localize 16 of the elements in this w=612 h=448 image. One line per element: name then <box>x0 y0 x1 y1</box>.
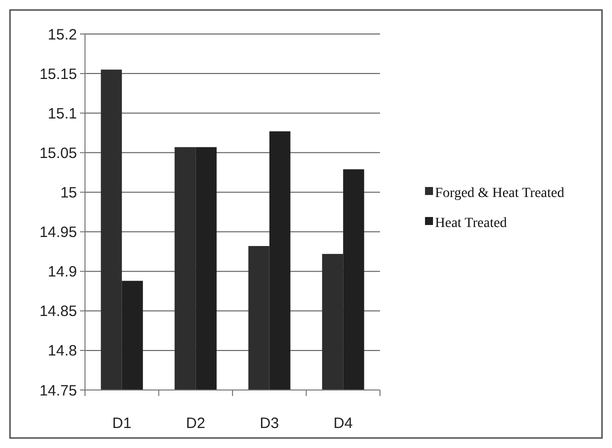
x-tick-label: D2 <box>186 415 206 432</box>
y-tick-label: 14.8 <box>48 342 77 360</box>
y-tick-label: 14.75 <box>39 382 77 400</box>
legend-label: Forged & Heat Treated <box>435 186 564 201</box>
x-tick-label: D1 <box>112 415 132 432</box>
y-tick-label: 15 <box>60 184 77 202</box>
y-tick-label: 14.95 <box>39 224 77 242</box>
y-tick-label: 14.9 <box>48 264 77 281</box>
x-tick-label: D4 <box>334 415 353 432</box>
y-tick-label: 14.85 <box>39 303 77 320</box>
y-tick-label: 15.2 <box>48 26 77 44</box>
y-tick-label: 15.15 <box>39 66 77 83</box>
y-tick-label: 15.1 <box>48 105 77 122</box>
legend-label: Heat Treated <box>435 216 507 231</box>
x-tick-label: D3 <box>260 415 279 432</box>
y-tick-label: 15.05 <box>39 144 77 162</box>
